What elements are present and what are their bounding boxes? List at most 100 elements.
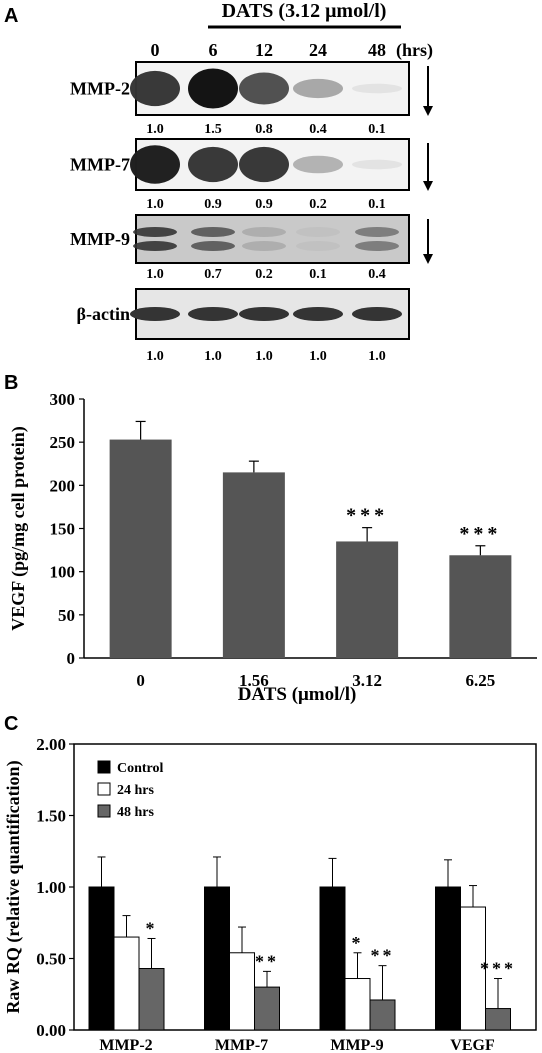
band-value: 0.4 [368, 267, 386, 282]
blot-band [191, 227, 235, 237]
bar [254, 986, 280, 1031]
x-tick-label: MMP-9 [330, 1037, 383, 1053]
treatment-label: DATS (3.12 μmol/l) [222, 0, 387, 22]
band-value: 0.7 [204, 267, 222, 282]
band-value: 0.9 [255, 197, 273, 212]
blot-band [296, 241, 340, 251]
bar [222, 472, 285, 658]
bar [485, 1008, 511, 1031]
x-tick-label: 0 [136, 671, 145, 690]
time-label: 24 [309, 40, 327, 60]
band-value: 0.2 [309, 197, 327, 212]
panel-b-vegf-chart: B 0 50 100 150 200 250 300 0 1.56 *** 3.12 *** 6.25 D… [4, 372, 537, 705]
legend-label: 48 hrs [117, 805, 155, 820]
blot-strip [135, 214, 410, 264]
x-tick-label: VEGF [450, 1037, 495, 1053]
x-tick-label: 1.56 [239, 671, 269, 690]
bar [449, 555, 512, 658]
significance-mark: *** [480, 959, 516, 979]
down-arrow-icon [423, 106, 433, 116]
blot-band [239, 72, 289, 105]
time-labels: 0 6 12 24 48 [151, 40, 387, 60]
blot-rows: MMP-2 1.0 1.5 0.8 0.4 0.1 MMP-7 1.0 0.9 0.9 0.2 0.1… [70, 61, 433, 364]
blot-band [293, 78, 343, 99]
blot-band [296, 227, 340, 237]
blot-band [239, 307, 289, 321]
blot-band [130, 145, 180, 184]
chart-b: 0 50 100 150 200 250 300 0 1.56 *** 3.12 *** 6.25 DAT… [8, 390, 537, 705]
blot-band [133, 241, 177, 251]
blot-band [355, 241, 399, 251]
band-value: 1.0 [146, 349, 164, 364]
panel-a-letter: A [4, 5, 18, 27]
blot-band [191, 241, 235, 251]
significance-mark: *** [346, 505, 388, 527]
band-value: 1.0 [146, 197, 164, 212]
y-tick-label: 150 [50, 520, 76, 539]
bar [204, 886, 230, 1031]
time-label: 0 [151, 40, 160, 60]
y-tick-label: 50 [58, 606, 75, 625]
legend-label: Control [117, 761, 164, 776]
x-tick-label: 3.12 [352, 671, 382, 690]
y-tick-label: 1.50 [36, 807, 66, 826]
x-tick-label: MMP-7 [215, 1037, 268, 1053]
y-tick-label: 100 [50, 563, 76, 582]
band-value: 0.1 [368, 197, 386, 212]
significance-mark: * [352, 933, 364, 953]
blot-band [352, 307, 402, 321]
significance-mark: * [146, 918, 158, 938]
blot-label: MMP-9 [70, 229, 130, 249]
band-value: 1.0 [309, 349, 327, 364]
band-value: 1.0 [204, 349, 222, 364]
band-value: 0.2 [255, 267, 273, 282]
y-tick-label: 1.00 [36, 878, 66, 897]
x-tick-label: 6.25 [466, 671, 496, 690]
legend-swatch [97, 782, 111, 796]
bar [88, 886, 115, 1031]
blot-band [130, 307, 180, 321]
down-arrow-icon [423, 254, 433, 264]
band-value: 1.0 [255, 349, 273, 364]
y-tick-label: 250 [50, 433, 76, 452]
legend-label: 24 hrs [117, 783, 155, 798]
y-tick-label: 200 [50, 476, 76, 495]
blot-band [188, 307, 238, 321]
time-label: 6 [209, 40, 218, 60]
bar [229, 952, 255, 1031]
blot-band [133, 227, 177, 237]
blot-band [188, 146, 238, 183]
band-value: 1.0 [146, 267, 164, 282]
time-label: 12 [255, 40, 273, 60]
bar [113, 936, 140, 1031]
y-tick-label: 0.00 [36, 1021, 66, 1040]
bar [369, 999, 396, 1031]
x-tick-label: MMP-2 [99, 1037, 152, 1053]
y-axis-label: VEGF (pg/mg cell protein) [8, 426, 29, 630]
blot-band [130, 70, 180, 107]
band-value: 0.9 [204, 197, 222, 212]
band-value: 1.0 [368, 349, 386, 364]
significance-mark: ** [255, 951, 279, 971]
blot-label: MMP-2 [70, 79, 130, 99]
panel-a-western-blot: A DATS (3.12 μmol/l) 0 6 12 24 48 (hrs) MMP-… [4, 0, 433, 364]
panel-c-letter: C [4, 713, 18, 735]
bar [319, 886, 346, 1031]
panel-b-letter: B [4, 372, 18, 394]
y-tick-label: 0.50 [36, 950, 66, 969]
bar [460, 906, 486, 1031]
y-tick-label: 2.00 [36, 735, 66, 754]
band-value: 0.8 [255, 122, 273, 137]
blot-label: β-actin [77, 304, 130, 324]
blot-band [293, 307, 343, 321]
bar [138, 968, 165, 1031]
band-value: 0.1 [368, 122, 386, 137]
blot-band [188, 68, 238, 109]
band-value: 1.5 [204, 122, 222, 137]
y-axis-label: Raw RQ (relative quantification) [3, 760, 24, 1013]
blot-band [242, 227, 286, 237]
blot-band [352, 159, 402, 170]
blot-band [239, 146, 289, 183]
blot-band [293, 155, 343, 174]
